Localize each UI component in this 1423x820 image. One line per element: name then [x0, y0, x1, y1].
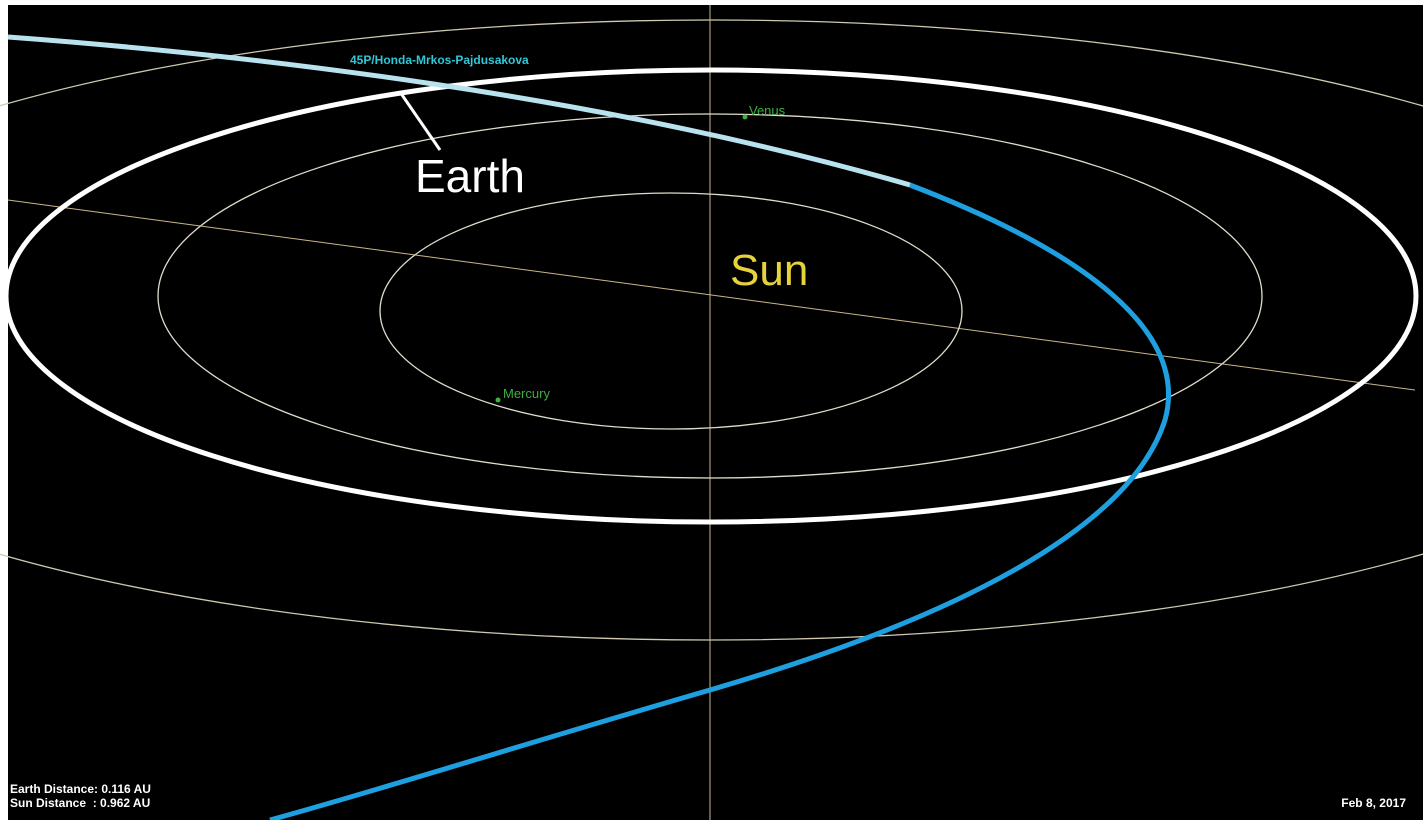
- sun-label: Sun: [730, 246, 808, 295]
- comet-label: 45P/Honda-Mrkos-Pajdusakova: [350, 53, 529, 67]
- earth-label: Earth: [415, 150, 525, 202]
- date: Feb 8, 2017: [1341, 796, 1406, 810]
- orbit-viewer: 45P/Honda-Mrkos-Pajdusakova Earth Sun Ve…: [0, 0, 1423, 820]
- venus-label: Venus: [749, 103, 786, 118]
- earth-distance: Earth Distance: 0.116 AU: [10, 782, 151, 796]
- sun-distance: Sun Distance : 0.962 AU: [10, 796, 150, 810]
- mercury-marker: [496, 398, 501, 403]
- venus-marker: [743, 115, 748, 120]
- space-background: [8, 5, 1423, 820]
- mercury-label: Mercury: [503, 386, 550, 401]
